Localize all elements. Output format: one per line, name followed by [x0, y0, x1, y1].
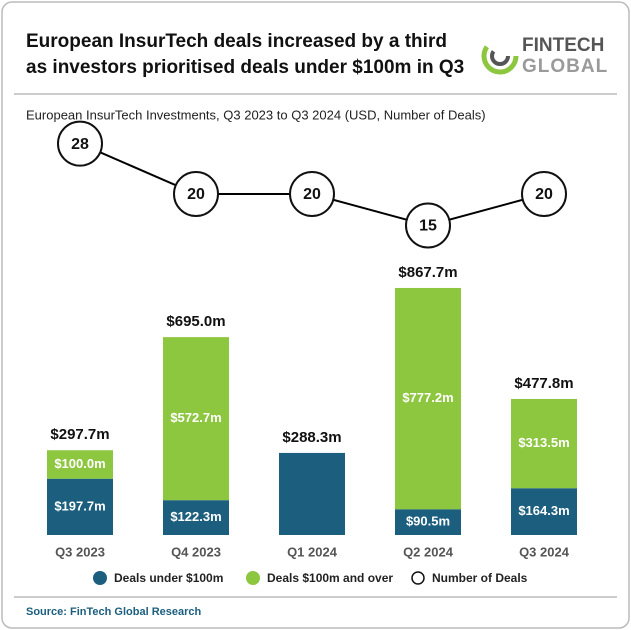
value-label: $777.2m: [402, 390, 453, 405]
deal-label: 20: [535, 186, 553, 203]
legend-label: Number of Deals: [432, 571, 528, 585]
deal-label: 20: [303, 186, 321, 203]
deal-marker: [405, 202, 451, 249]
logo-icon: [481, 37, 519, 75]
logo-text: FINTECH: [522, 35, 604, 56]
value-label: $197.7m: [54, 498, 105, 513]
value-label: $572.7m: [170, 410, 221, 425]
legend-swatch: [246, 571, 260, 585]
legend-swatch: [93, 571, 107, 585]
x-tick-label: Q2 2024: [403, 544, 454, 559]
chart-title: European InsurTech deals increased by a …: [26, 31, 447, 52]
bar: [47, 450, 113, 479]
value-label: $100.0m: [54, 456, 105, 471]
value-label: $122.3m: [170, 509, 221, 524]
value-label: $90.5m: [406, 514, 450, 529]
x-tick-label: Q3 2023: [55, 544, 105, 559]
legend-label: Deals $100m and over: [267, 571, 393, 585]
bar: [279, 452, 345, 535]
total-label: $288.3m: [282, 429, 341, 446]
bar: [47, 478, 113, 535]
total-label: $867.7m: [398, 264, 457, 281]
legend-label: Deals under $100m: [114, 571, 223, 585]
deal-label: 20: [187, 186, 205, 203]
total-label: $297.7m: [50, 426, 109, 443]
x-tick-label: Q3 2024: [519, 544, 570, 559]
x-tick-label: Q4 2023: [171, 544, 221, 559]
legend-swatch: [411, 571, 425, 585]
bar: [163, 500, 229, 535]
bar: [163, 337, 229, 501]
value-label: $164.3m: [518, 503, 569, 518]
deal-label: 28: [71, 136, 89, 153]
deal-marker: [289, 171, 335, 217]
deal-marker: [57, 120, 103, 167]
bar: [395, 287, 461, 510]
value-label: $313.5m: [518, 435, 569, 450]
bar: [395, 509, 461, 535]
chart-title: as investors prioritised deals under $10…: [26, 57, 464, 78]
total-label: $477.8m: [514, 375, 573, 392]
deal-label: 15: [419, 218, 437, 235]
logo: FINTECH GLOBAL: [481, 35, 608, 77]
source: Source: FinTech Global Research: [26, 606, 202, 618]
logo-text: GLOBAL: [522, 56, 608, 77]
x-tick-label: Q1 2024: [287, 544, 338, 559]
bar: [511, 488, 577, 535]
total-label: $695.0m: [166, 313, 225, 330]
deal-marker: [173, 171, 219, 217]
bar: [511, 398, 577, 489]
subtitle: European InsurTech Investments, Q3 2023 …: [26, 107, 486, 122]
deal-marker: [521, 171, 567, 217]
logo-icon: [490, 46, 510, 66]
